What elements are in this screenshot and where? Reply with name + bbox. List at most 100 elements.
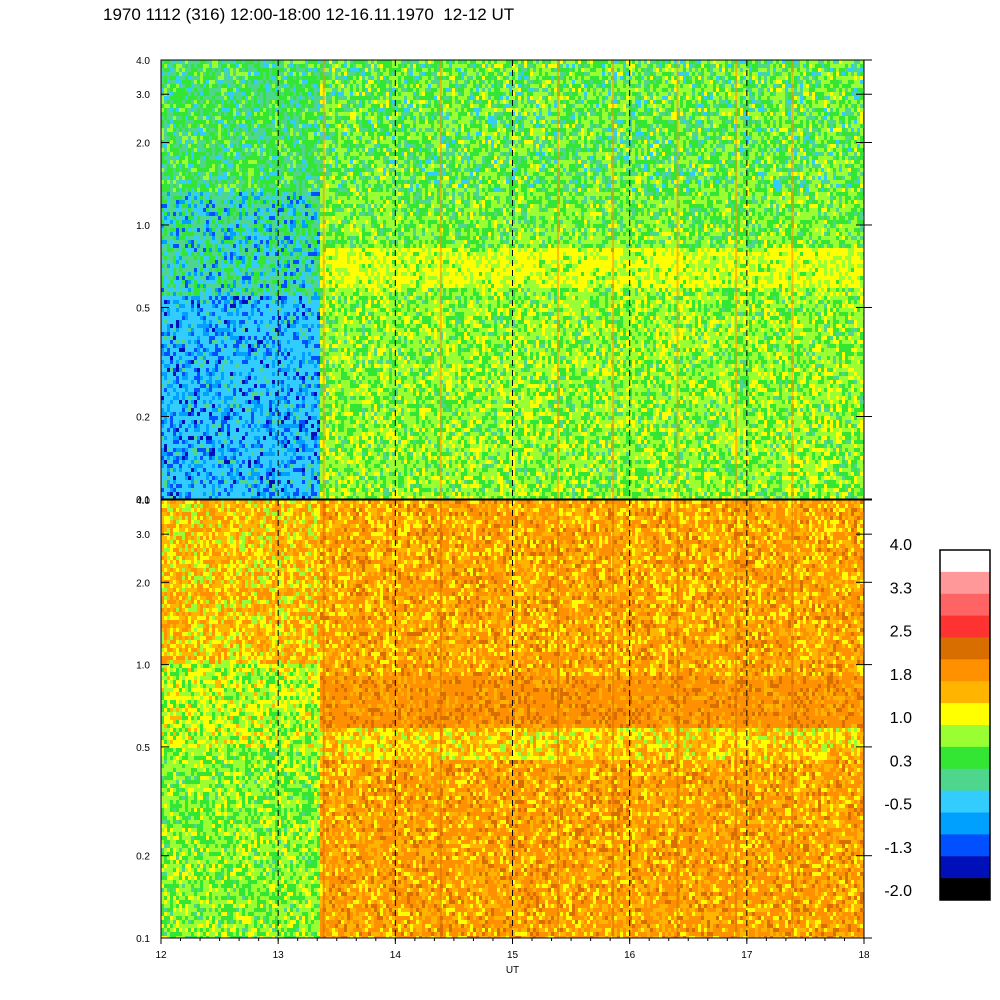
heatmap-cell [227,144,231,149]
heatmap-cell [170,332,174,337]
heatmap-cell [161,420,165,425]
heatmap-cell [209,228,213,233]
heatmap-cell [224,248,228,253]
heatmap-cell [173,84,177,89]
heatmap-cell [269,140,273,145]
heatmap-cell [203,316,207,321]
heatmap-cell [236,452,240,457]
heatmap-cell [182,236,186,241]
heatmap-cell [242,348,246,353]
heatmap-cell [185,92,189,97]
heatmap-cell [218,192,222,197]
heatmap-cell [266,404,270,409]
heatmap-cell [254,304,258,309]
heatmap-cell [203,208,207,213]
heatmap-cell [221,292,225,297]
heatmap-cell [179,204,183,209]
heatmap-cell [275,272,279,277]
heatmap-cell [278,436,282,441]
heatmap-cell [170,164,174,169]
heatmap-cell [254,172,258,177]
heatmap-cell [212,276,216,281]
heatmap-cell [200,424,204,429]
heatmap-cell [281,356,285,361]
heatmap-cell [173,140,177,145]
heatmap-cell [230,136,234,141]
heatmap-cell [176,112,180,117]
heatmap-cell [218,312,222,317]
heatmap-cell [278,480,282,485]
heatmap-cell [203,276,207,281]
heatmap-cell [230,152,234,157]
heatmap-cell [293,336,297,341]
heatmap-cell [287,480,291,485]
heatmap-cell [281,260,285,265]
heatmap-cell [191,300,195,305]
heatmap-cell [230,212,234,217]
heatmap-cell [236,220,240,225]
heatmap-cell [185,404,189,409]
heatmap-cell [290,380,294,385]
heatmap-cell [182,448,186,453]
heatmap-cell [260,492,264,497]
heatmap-cell [176,456,180,461]
heatmap-cell [221,304,225,309]
heatmap-cell [200,236,204,241]
heatmap-cell [167,72,171,77]
heatmap-cell [248,224,252,229]
heatmap-cell [164,136,168,141]
heatmap-cell [182,460,186,465]
heatmap-cell [206,380,210,385]
heatmap-cell [272,100,276,105]
heatmap-cell [233,412,237,417]
heatmap-cell [239,120,243,125]
heatmap-cell [248,116,252,121]
heatmap-cell [212,152,216,157]
heatmap-cell [284,276,288,281]
heatmap-cell [248,192,252,197]
heatmap-cell [296,236,300,241]
heatmap-cell [239,112,243,117]
heatmap-cell [263,456,267,461]
heatmap-cell [194,200,198,205]
heatmap-cell [161,252,165,257]
heatmap-cell [218,224,222,229]
heatmap-cell [161,408,165,413]
heatmap-cell [185,388,189,393]
heatmap-cell [200,468,204,473]
heatmap-cell [185,484,189,489]
heatmap-cell [227,236,231,241]
heatmap-cell [227,280,231,285]
heatmap-cell [200,420,204,425]
heatmap-cell [176,380,180,385]
heatmap-cell [251,452,255,457]
heatmap-cell [197,236,201,241]
heatmap-cell [161,232,165,237]
heatmap-cell [245,444,249,449]
heatmap-cell [209,136,213,141]
heatmap-cell [257,156,261,161]
heatmap-cell [167,244,171,249]
heatmap-cell [221,388,225,393]
heatmap-cell [293,116,297,121]
heatmap-cell [287,408,291,413]
heatmap-cell [287,60,291,65]
heatmap-cell [281,200,285,205]
heatmap-cell [296,212,300,217]
heatmap-cell [209,400,213,405]
heatmap-cell [278,448,282,453]
heatmap-cell [215,196,219,201]
heatmap-cell [215,360,219,365]
heatmap-cell [239,224,243,229]
heatmap-cell [224,316,228,321]
heatmap-cell [218,164,222,169]
heatmap-cell [179,244,183,249]
heatmap-cell [242,244,246,249]
heatmap-cell [287,320,291,325]
heatmap-cell [272,136,276,141]
heatmap-cell [161,356,165,361]
heatmap-cell [230,412,234,417]
heatmap-cell [224,60,228,65]
heatmap-cell [257,152,261,157]
heatmap-cell [287,300,291,305]
